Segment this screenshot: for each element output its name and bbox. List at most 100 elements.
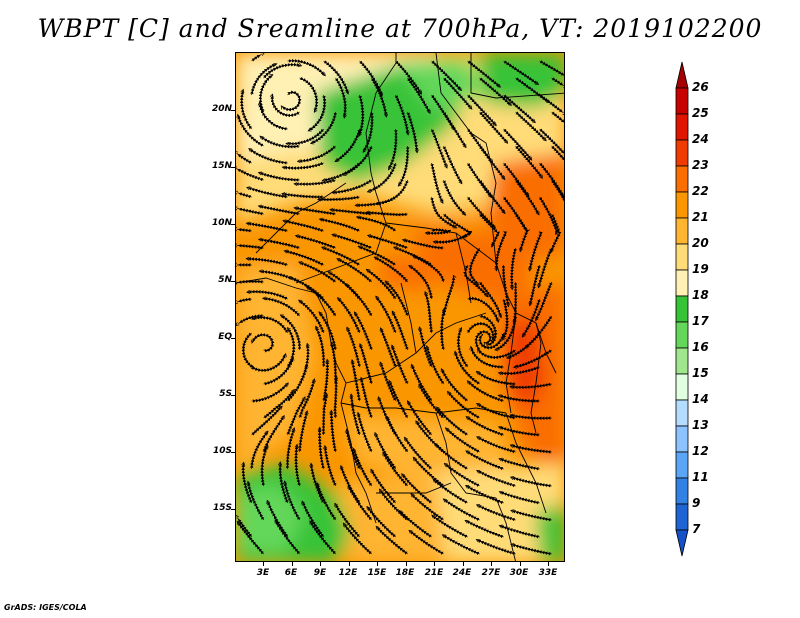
streamline-arrow — [330, 341, 335, 346]
streamline — [465, 485, 504, 505]
streamline — [236, 243, 264, 250]
streamline-arrow — [424, 291, 429, 296]
streamline — [408, 265, 434, 300]
streamline-arrow — [346, 326, 350, 331]
streamline-arrow — [401, 238, 407, 243]
streamline — [353, 448, 373, 487]
streamline — [388, 128, 398, 170]
streamline — [258, 102, 288, 131]
streamline — [406, 111, 419, 153]
streamline-arrow — [509, 413, 514, 418]
streamline — [351, 359, 362, 402]
streamline-arrow — [377, 396, 382, 401]
streamline-arrow — [384, 280, 389, 285]
streamline-arrow — [464, 519, 469, 524]
streamline — [347, 485, 373, 521]
streamline-arrow — [301, 396, 306, 401]
streamline — [476, 403, 516, 420]
streamline-arrow — [444, 427, 449, 432]
streamline-arrow — [424, 231, 429, 236]
streamline-arrow — [294, 234, 299, 239]
streamline — [367, 234, 408, 250]
streamline — [498, 426, 540, 437]
colorbar-segment — [675, 61, 689, 89]
streamline — [476, 436, 516, 454]
streamline-arrow — [565, 122, 566, 125]
streamline — [359, 343, 373, 385]
lon-label: 3E — [256, 568, 270, 578]
streamline-arrow — [418, 383, 422, 388]
streamline — [358, 94, 365, 137]
wbpt-streamline-map — [235, 52, 565, 562]
streamline-arrow — [287, 276, 292, 280]
axis-tick — [377, 562, 378, 566]
colorbar-segment — [675, 139, 689, 167]
streamline — [501, 264, 510, 307]
streamline — [529, 264, 541, 306]
streamline-arrow — [336, 258, 341, 262]
streamline — [315, 326, 326, 368]
colorbar-label: 12 — [692, 444, 709, 458]
streamline — [331, 234, 372, 250]
streamline — [528, 230, 543, 272]
lon-label: 30E — [509, 568, 529, 578]
streamline-arrow — [355, 215, 360, 220]
streamline-arrow — [294, 443, 299, 448]
streamline-arrow — [250, 339, 255, 344]
streamline — [445, 427, 480, 453]
streamline — [539, 60, 564, 76]
streamline — [479, 213, 500, 248]
streamline-arrow — [357, 245, 362, 250]
streamline-arrow — [257, 204, 262, 209]
streamline — [384, 280, 409, 317]
streamline-arrow — [236, 520, 241, 525]
streamline-arrow — [453, 350, 458, 355]
streamline — [247, 481, 265, 521]
streamline-arrow — [257, 237, 263, 242]
streamline-arrow — [291, 427, 296, 432]
streamline-arrow — [465, 416, 470, 420]
colorbar-segment — [675, 191, 689, 219]
axis-tick — [231, 167, 235, 168]
streamline — [498, 458, 540, 471]
streamline-arrow — [291, 388, 295, 394]
streamline — [476, 470, 516, 488]
streamline-arrow — [350, 358, 355, 364]
grads-credit: GrADS: IGES/COLA — [4, 603, 87, 612]
streamline — [237, 207, 264, 216]
streamline-arrow — [278, 461, 283, 466]
streamline — [294, 444, 302, 487]
streamline — [510, 444, 552, 454]
streamline — [551, 111, 564, 123]
colorbar-segment — [675, 243, 689, 271]
streamline-arrow — [329, 409, 334, 414]
axis-tick — [405, 562, 407, 566]
streamline — [444, 463, 480, 487]
streamline — [333, 376, 338, 419]
lat-label: 15N — [211, 161, 232, 171]
streamline — [346, 326, 362, 368]
lon-label: 6E — [284, 568, 298, 578]
streamline-arrow — [379, 361, 384, 366]
streamline-arrow — [375, 525, 380, 530]
streamline-arrow — [398, 509, 403, 514]
streamline-arrow — [498, 457, 503, 462]
lon-label: 24E — [452, 568, 472, 578]
streamline-arrow — [317, 197, 322, 202]
streamline-arrow — [298, 261, 303, 265]
colorbar-label: 11 — [692, 470, 709, 484]
streamline-arrow — [510, 543, 515, 547]
streamline-arrow — [304, 363, 309, 368]
streamline-arrow — [349, 393, 354, 398]
streamline — [236, 521, 265, 555]
streamline-arrow — [283, 480, 287, 485]
streamline-arrow — [432, 478, 437, 483]
streamline — [391, 344, 409, 385]
colorbar-segment — [675, 347, 689, 375]
streamline — [262, 297, 301, 317]
streamline-arrow — [258, 269, 263, 274]
streamline — [509, 247, 518, 290]
streamline-arrow — [236, 151, 238, 153]
streamline-arrow — [418, 326, 423, 331]
streamline-arrow — [304, 410, 309, 415]
